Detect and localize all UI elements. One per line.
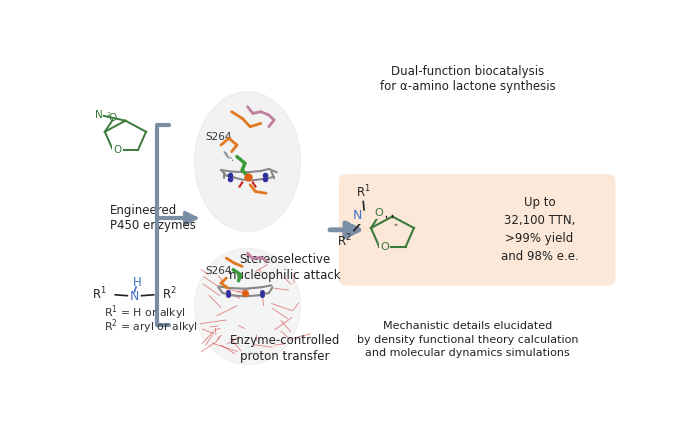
Text: H: H <box>133 276 142 289</box>
Text: R$^2$: R$^2$ <box>336 233 351 250</box>
Text: Enzyme-controlled
proton transfer: Enzyme-controlled proton transfer <box>229 334 340 363</box>
Text: R$^1$: R$^1$ <box>92 286 108 302</box>
Ellipse shape <box>195 248 301 365</box>
Text: O: O <box>108 113 116 123</box>
Text: Mechanistic details elucidated
by density functional theory calculation
and mole: Mechanistic details elucidated by densit… <box>357 321 579 358</box>
Text: R$^2$ = aryl or alkyl: R$^2$ = aryl or alkyl <box>104 318 198 336</box>
Text: Engineered
P450 enzymes: Engineered P450 enzymes <box>110 204 195 232</box>
Text: Up to
32,100 TTN,
>99% yield
and 98% e.e.: Up to 32,100 TTN, >99% yield and 98% e.e… <box>501 196 578 263</box>
Text: Dual-function biocatalysis
for α-amino lactone synthesis: Dual-function biocatalysis for α-amino l… <box>380 65 556 93</box>
Text: N: N <box>353 209 362 222</box>
Text: S264: S264 <box>205 132 232 142</box>
Ellipse shape <box>195 92 301 232</box>
Text: $_2$: $_2$ <box>105 110 112 119</box>
Text: O: O <box>113 145 121 155</box>
FancyBboxPatch shape <box>339 174 615 286</box>
Text: R$^2$: R$^2$ <box>162 286 177 302</box>
Text: O: O <box>380 241 389 251</box>
Text: Stereoselective
nucleophilic attack: Stereoselective nucleophilic attack <box>229 253 340 282</box>
Text: R$^1$ = H or alkyl: R$^1$ = H or alkyl <box>104 303 186 322</box>
Text: R$^1$: R$^1$ <box>356 183 371 200</box>
Text: N: N <box>129 290 139 303</box>
Text: ,,: ,, <box>394 218 399 227</box>
Text: N: N <box>95 110 103 120</box>
Text: S264: S264 <box>205 267 232 276</box>
Text: O: O <box>375 207 384 218</box>
